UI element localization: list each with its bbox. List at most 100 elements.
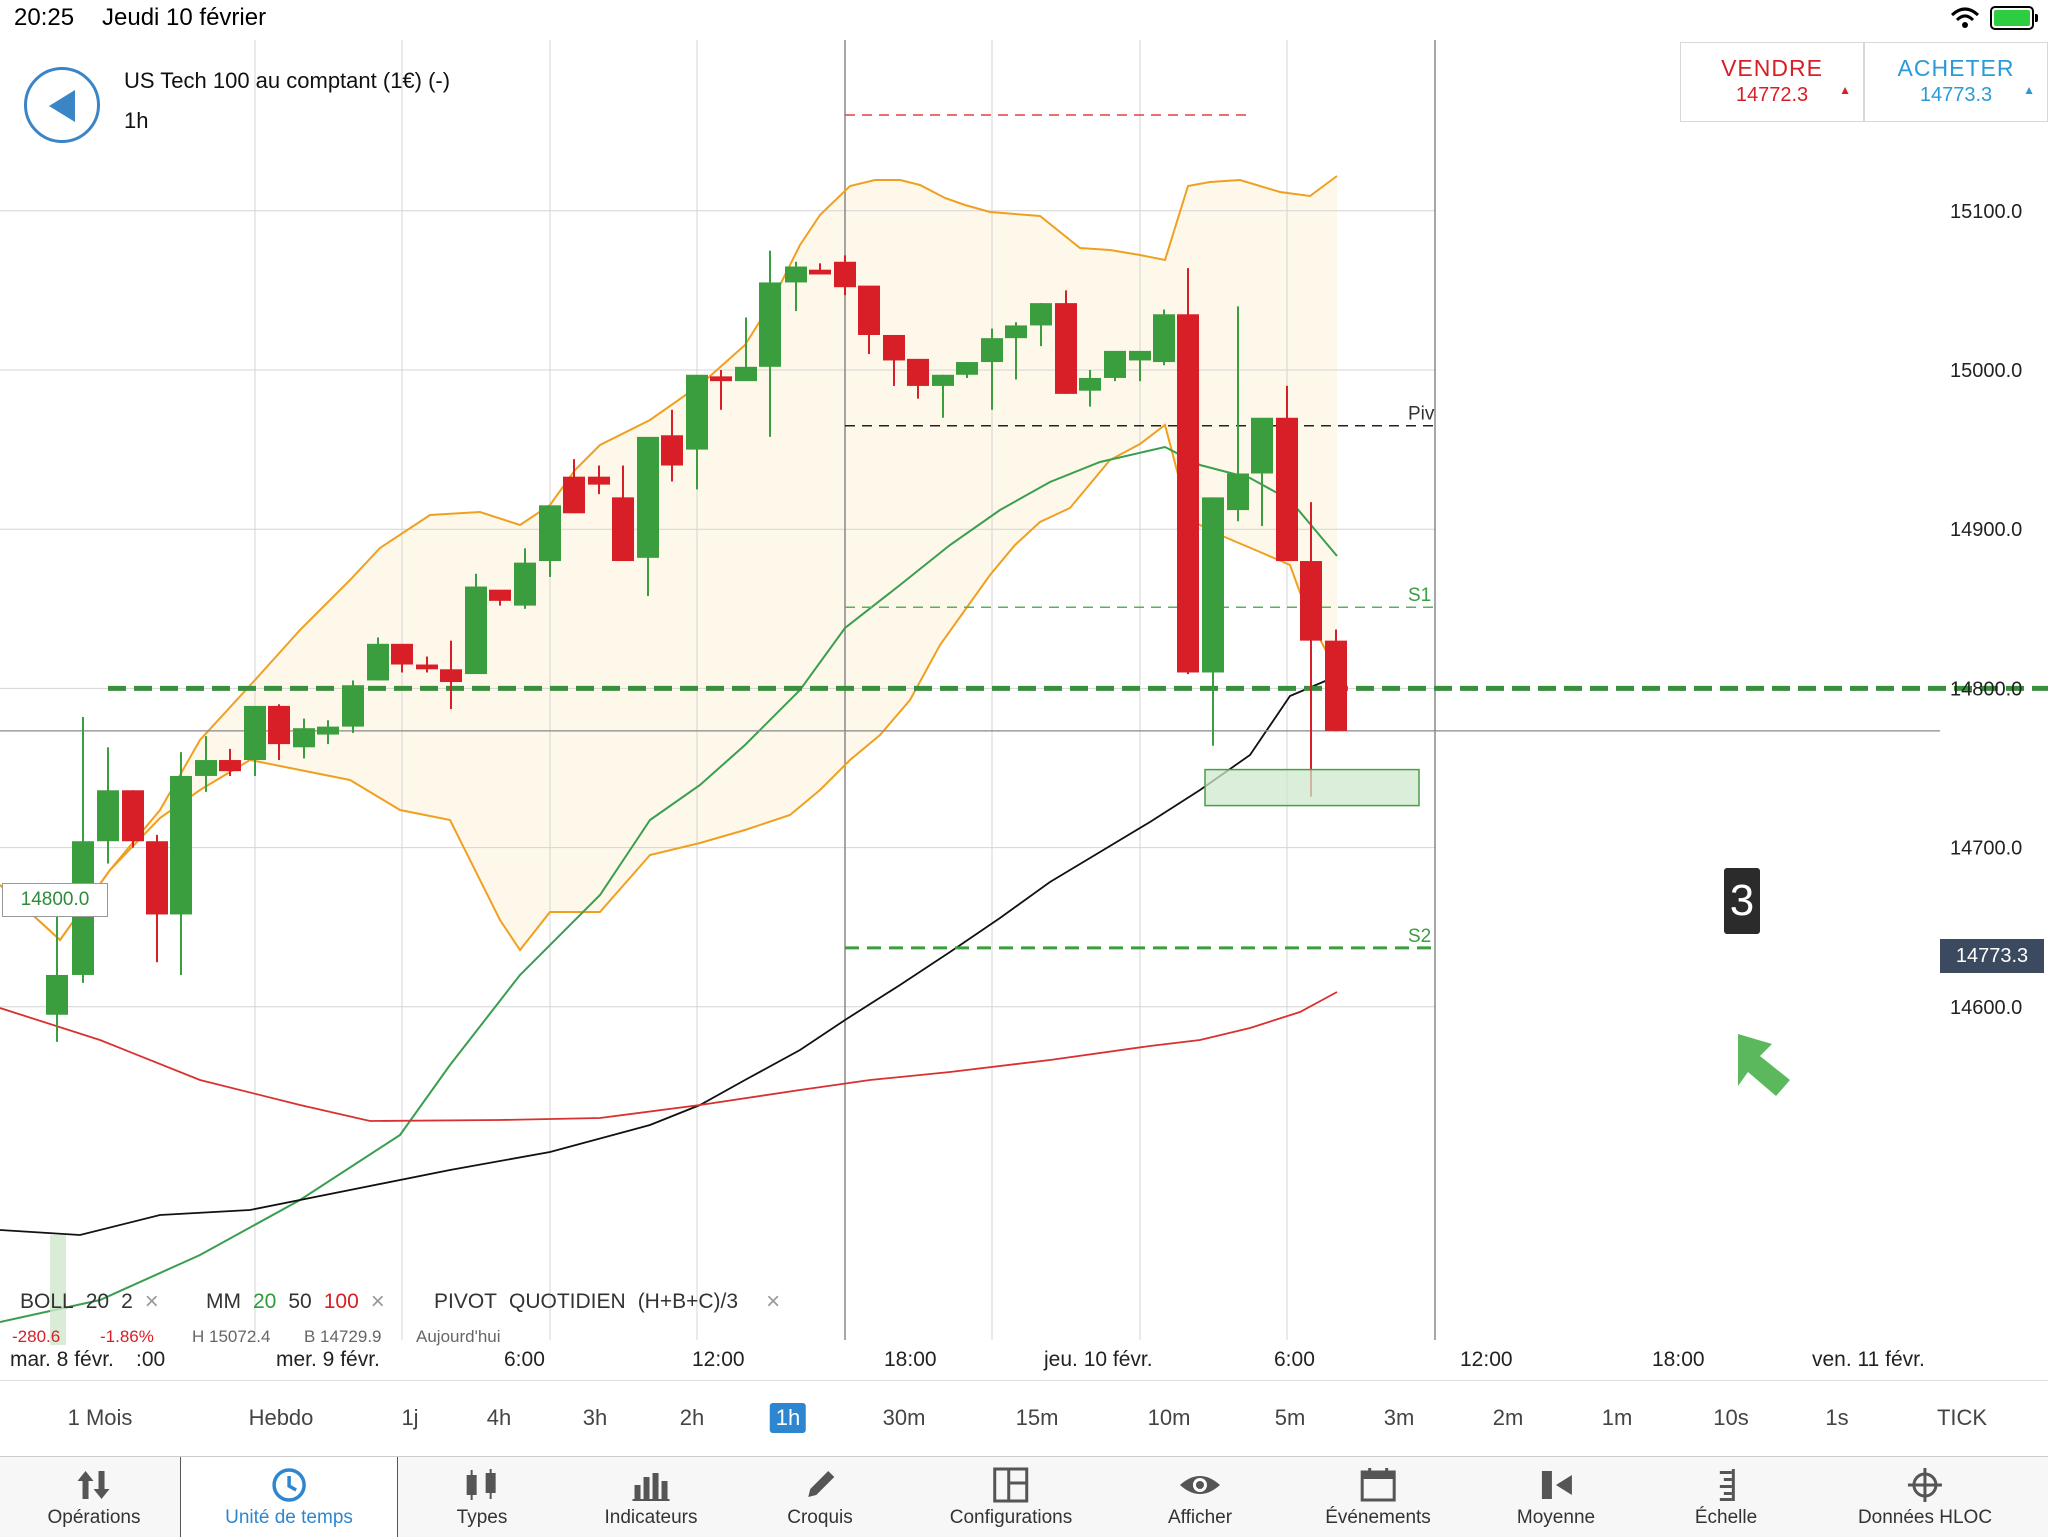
status-bar: 20:25 Jeudi 10 février xyxy=(0,0,2048,40)
bottom-tab-bar: Opérations Unité de temps Types Indicate… xyxy=(0,1456,2048,1537)
y-axis-label: 14900.0 xyxy=(1950,519,2022,541)
scale-icon xyxy=(1719,1469,1735,1501)
legend-bollinger[interactable]: BOLL 20 2 × xyxy=(20,1285,171,1319)
pivot-label: S1 xyxy=(1408,585,1431,606)
tab-unite-de-temps[interactable]: Unité de temps xyxy=(225,1457,353,1537)
candle-body xyxy=(514,562,536,606)
legend-mm-p3: 100 xyxy=(323,1290,359,1313)
tab-indicateurs[interactable]: Indicateurs xyxy=(605,1457,697,1537)
candlestick-icon xyxy=(466,1469,496,1500)
tf-1-mois[interactable]: 1 Mois xyxy=(67,1405,133,1430)
sub-change: -280.6 xyxy=(12,1327,61,1346)
tf-hebdo[interactable]: Hebdo xyxy=(248,1405,314,1430)
tf-3m[interactable]: 3m xyxy=(1383,1405,1415,1430)
y-axis-label: 15100.0 xyxy=(1950,201,2022,223)
buy-button[interactable]: ACHETER 14773.3 ▲ xyxy=(1864,42,2048,122)
tf-5m[interactable]: 5m xyxy=(1274,1405,1306,1430)
sub-today: Aujourd'hui xyxy=(416,1327,501,1346)
status-time: 20:25 xyxy=(14,4,75,31)
tf-10m[interactable]: 10m xyxy=(1147,1405,1191,1430)
y-axis-label: 14600.0 xyxy=(1950,997,2022,1019)
tf-1j[interactable]: 1j xyxy=(401,1405,419,1430)
tf-1h[interactable]: 1h xyxy=(769,1403,807,1433)
price-chart[interactable]: 15100.0 15000.0 14900.0 14800.0 14700.0 14600… xyxy=(0,40,2048,1380)
tab-moyenne[interactable]: Moyenne xyxy=(1517,1457,1595,1537)
back-button[interactable] xyxy=(24,67,100,143)
bar-chart-icon xyxy=(632,1473,670,1501)
candle-body xyxy=(416,664,438,670)
tf-3h[interactable]: 3h xyxy=(582,1405,608,1430)
crosshair-icon xyxy=(1908,1468,1942,1502)
x-label: jeu. 10 févr. xyxy=(1040,1348,1157,1372)
legend-moving-average[interactable]: MM 20 50 100 × xyxy=(206,1285,397,1319)
current-price-label: 14773.3 xyxy=(1940,939,2044,973)
candle-body xyxy=(219,760,241,772)
x-label: 18:00 xyxy=(1648,1348,1709,1372)
tab-evenements[interactable]: Événements xyxy=(1325,1457,1431,1537)
legend-pivot[interactable]: PIVOT QUOTIDIEN (H+B+C)/3 × xyxy=(434,1285,792,1319)
candle-body xyxy=(1079,377,1101,391)
x-label: 12:00 xyxy=(688,1348,749,1372)
tf-4h[interactable]: 4h xyxy=(486,1405,512,1430)
candle-callout: 3 xyxy=(1724,868,1760,934)
candle-body xyxy=(735,366,757,382)
candle-body xyxy=(1153,314,1175,363)
candle-body xyxy=(1005,325,1027,339)
layout-icon xyxy=(993,1467,1029,1503)
tf-15m[interactable]: 15m xyxy=(1015,1405,1059,1430)
close-boll-icon[interactable]: × xyxy=(144,1288,159,1315)
pencil-icon xyxy=(807,1471,834,1497)
close-mm-icon[interactable]: × xyxy=(370,1288,385,1315)
candle-body xyxy=(588,476,610,485)
clock-icon xyxy=(272,1468,306,1502)
legend-boll-p1: 20 xyxy=(85,1290,110,1313)
bollinger-upper xyxy=(0,175,1338,942)
close-pivot-icon[interactable]: × xyxy=(766,1288,781,1315)
y-axis-label: 14700.0 xyxy=(1950,838,2022,860)
tab-echelle[interactable]: Échelle xyxy=(1695,1457,1757,1537)
candle-body xyxy=(1030,303,1052,326)
sub-pct: -1.86% xyxy=(100,1327,154,1346)
candle-body xyxy=(661,435,683,466)
candle-body xyxy=(686,374,708,450)
candle-body xyxy=(391,643,413,665)
x-label: 12:00 xyxy=(1456,1348,1517,1372)
tf-10s[interactable]: 10s xyxy=(1713,1405,1749,1430)
legend-piv-formula: (H+B+C)/3 xyxy=(637,1290,739,1313)
candle-body xyxy=(809,269,831,275)
chart-area[interactable]: 15100.0 15000.0 14900.0 14800.0 14700.0 14600… xyxy=(0,40,2048,1380)
candle-body xyxy=(637,436,659,558)
candle-body xyxy=(1251,417,1273,474)
tf-tick[interactable]: TICK xyxy=(1936,1405,1988,1430)
tab-afficher[interactable]: Afficher xyxy=(1168,1457,1232,1537)
candle-body xyxy=(170,775,192,915)
sell-label: VENDRE xyxy=(1721,55,1823,81)
tab-configurations[interactable]: Configurations xyxy=(950,1457,1072,1537)
candle-body xyxy=(195,760,217,776)
candle-body xyxy=(858,285,880,335)
candle-body xyxy=(612,497,634,562)
sell-button[interactable]: VENDRE 14772.3 ▲ xyxy=(1680,42,1864,122)
tf-1m[interactable]: 1m xyxy=(1601,1405,1633,1430)
legend-mm-p1: 20 xyxy=(253,1290,277,1313)
x-label: mer. 9 févr. xyxy=(272,1348,384,1372)
y-axis-label: 15000.0 xyxy=(1950,360,2022,382)
tf-30m[interactable]: 30m xyxy=(882,1405,926,1430)
candle-body xyxy=(46,974,68,1015)
tab-croquis[interactable]: Croquis xyxy=(787,1457,853,1537)
status-icons xyxy=(1950,6,2038,30)
sub-low: B 14729.9 xyxy=(304,1327,382,1346)
candle-body xyxy=(244,705,266,761)
tab-types[interactable]: Types xyxy=(457,1457,507,1537)
candle-body xyxy=(710,376,732,382)
tab-donnees-hloc[interactable]: Données HLOC xyxy=(1858,1457,1992,1537)
tf-2m[interactable]: 2m xyxy=(1492,1405,1524,1430)
buy-label: ACHETER xyxy=(1897,55,2015,81)
tab-operations[interactable]: Opérations xyxy=(48,1457,140,1537)
candle-body xyxy=(785,266,807,283)
tf-1s[interactable]: 1s xyxy=(1825,1405,1849,1430)
candle-body xyxy=(317,726,339,735)
tf-2h[interactable]: 2h xyxy=(679,1405,705,1430)
legend-mm-name: MM xyxy=(206,1290,241,1313)
alert-price-label[interactable]: 14800.0 xyxy=(2,883,108,917)
